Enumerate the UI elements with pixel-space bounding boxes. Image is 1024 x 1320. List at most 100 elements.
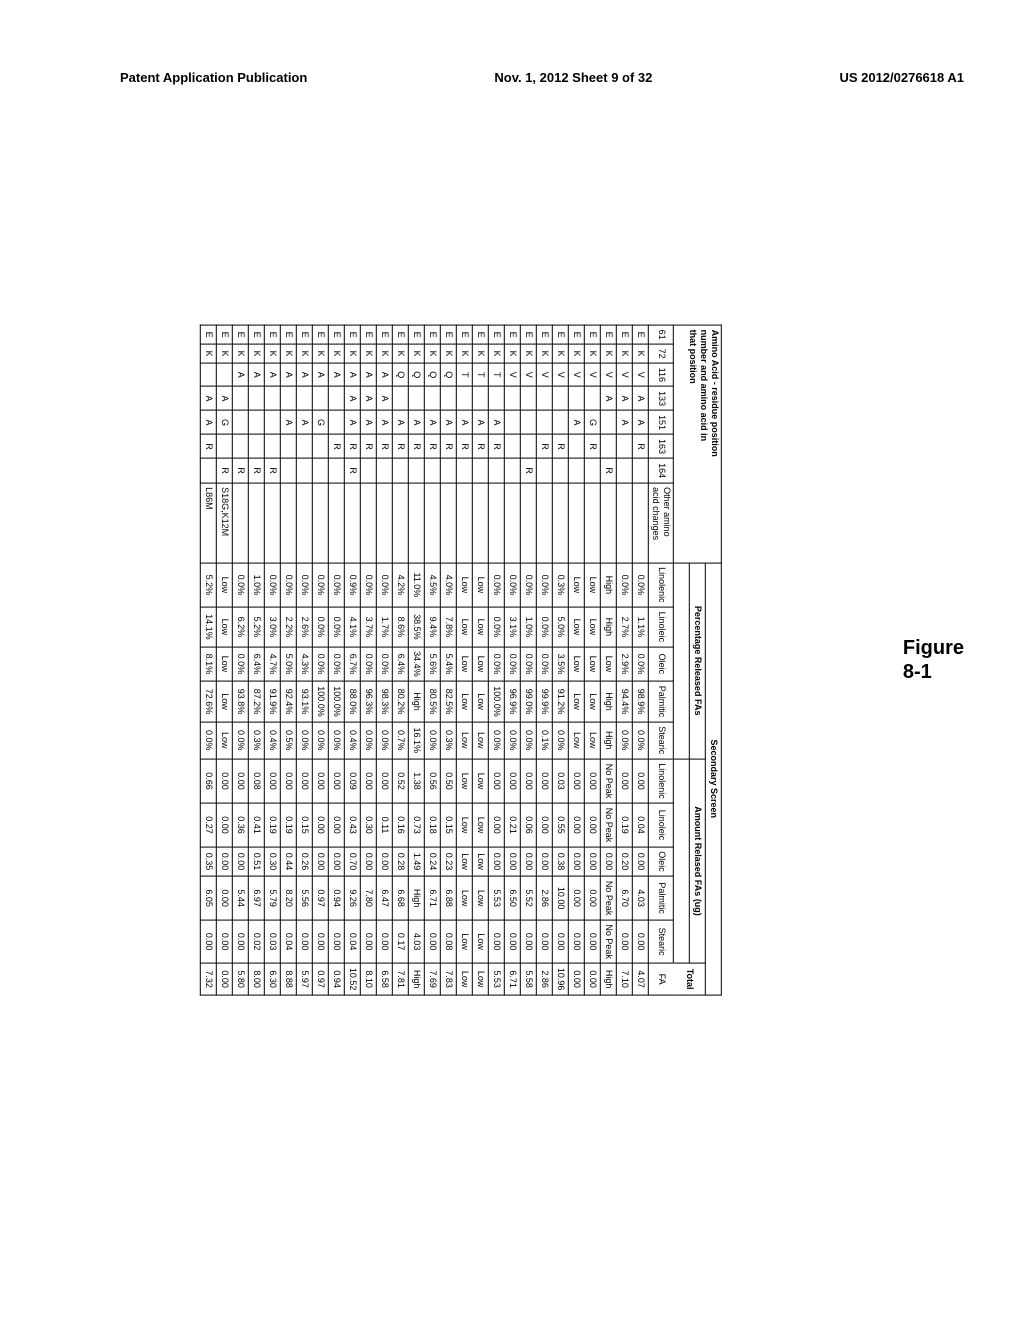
aa-cell: E	[553, 325, 569, 344]
amt-cell: 0.30	[361, 803, 377, 847]
aa-cell: Q	[409, 363, 425, 386]
pct-cell: 0.3%	[249, 722, 265, 759]
table-row: EKAAAR0.0%3.7%0.0%96.3%0.0%0.000.300.007…	[361, 325, 377, 995]
aa-cell: Q	[393, 363, 409, 386]
pct-cell: 0.0%	[505, 647, 521, 682]
pct-cell: 0.0%	[425, 722, 441, 759]
amt-cell: 0.00	[377, 759, 393, 804]
aa-cell: R	[393, 435, 409, 459]
aa-cell: R	[489, 435, 505, 459]
aa-cell: E	[457, 325, 473, 344]
pct-cell: 0.0%	[329, 607, 345, 647]
aa-cell	[585, 386, 601, 410]
table-row: EKAR0.0%0.0%0.0%100.0%0.0%0.000.000.000.…	[329, 325, 345, 995]
aa-cell: K	[537, 344, 553, 363]
amt-cell: 0.00	[489, 803, 505, 847]
pct-cell: Low	[473, 563, 489, 608]
aa-cell: R	[377, 435, 393, 459]
amt-cell: 0.15	[441, 803, 457, 847]
aa-cell: K	[249, 344, 265, 363]
aa-cell: E	[505, 325, 521, 344]
pct-cell: Low	[569, 647, 585, 682]
amt-cell: 0.00	[521, 759, 537, 804]
amt-cell: 6.70	[617, 876, 633, 920]
other-amino-cell: L86M	[201, 483, 217, 563]
amt-cell: 0.15	[297, 803, 313, 847]
other-amino-cell	[489, 483, 505, 563]
amt-cell: 0.56	[425, 759, 441, 804]
aa-cell: E	[233, 325, 249, 344]
aa-cell: A	[377, 363, 393, 386]
table-row: EKAA0.0%2.2%5.0%92.4%0.5%0.000.190.448.2…	[281, 325, 297, 995]
aa-cell	[297, 435, 313, 459]
amt-palmitic-h: Palmitic	[649, 876, 674, 920]
pct-cell: 6.4%	[393, 647, 409, 682]
aa-cell	[489, 459, 505, 483]
other-amino-cell	[521, 483, 537, 563]
total-cell: 8.00	[249, 963, 265, 995]
amt-cell: 0.26	[297, 847, 313, 877]
aa-cell: A	[617, 411, 633, 435]
total-cell: Low	[473, 963, 489, 995]
other-amino-cell	[505, 483, 521, 563]
aa-cell: K	[457, 344, 473, 363]
aa-cell: K	[377, 344, 393, 363]
aa-cell	[553, 459, 569, 483]
pct-cell: 0.0%	[489, 647, 505, 682]
pct-cell: Low	[217, 722, 233, 759]
amt-cell: 0.00	[585, 759, 601, 804]
aa-cell: E	[201, 325, 217, 344]
figure-label-line2: 8-1	[903, 660, 964, 684]
amount-header: Amount Relased FAs (ug)	[689, 759, 705, 964]
pct-cell: Low	[473, 681, 489, 722]
amt-cell: 4.03	[633, 876, 649, 920]
other-amino-cell	[601, 483, 617, 563]
table-row: EKTAR0.0%0.0%0.0%100.0%0.0%0.000.000.005…	[489, 325, 505, 995]
pct-cell: 2.9%	[617, 647, 633, 682]
amt-cell: No Peak	[601, 876, 617, 920]
amt-cell: 0.36	[233, 803, 249, 847]
pct-cell: 11.0%	[409, 563, 425, 608]
pct-cell: 72.6%	[201, 681, 217, 722]
pct-cell: 0.3%	[441, 722, 457, 759]
table-row: EKAG0.0%0.0%0.0%100.0%0.0%0.000.000.000.…	[313, 325, 329, 995]
other-amino-header: Other amino acid changes	[649, 483, 674, 563]
figure-label: Figure 8-1	[903, 636, 964, 684]
amt-cell: 0.73	[409, 803, 425, 847]
amt-cell: 7.80	[361, 876, 377, 920]
pct-cell: Low	[569, 681, 585, 722]
aa-cell: R	[473, 435, 489, 459]
amt-cell: 0.00	[537, 759, 553, 804]
aa-cell: G	[313, 411, 329, 435]
aa-cell	[569, 386, 585, 410]
pct-cell: 0.0%	[281, 563, 297, 608]
amt-cell: 0.00	[233, 759, 249, 804]
amt-cell: 0.00	[313, 803, 329, 847]
aa-cell	[553, 386, 569, 410]
aa-cell: K	[473, 344, 489, 363]
aa-cell: E	[217, 325, 233, 344]
amt-cell: 0.00	[489, 759, 505, 804]
aa-cell: T	[473, 363, 489, 386]
pct-cell: 0.0%	[489, 563, 505, 608]
table-row: EKVAAR0.0%1.1%0.0%98.9%0.0%0.000.040.004…	[633, 325, 649, 995]
aa-cell: K	[601, 344, 617, 363]
amt-cell: 0.16	[393, 803, 409, 847]
aa-cell: R	[361, 435, 377, 459]
aa-cell: E	[313, 325, 329, 344]
aa-cell	[233, 411, 249, 435]
amt-cell: 0.00	[217, 876, 233, 920]
other-amino-cell	[617, 483, 633, 563]
page-header: Patent Application Publication US 2012/0…	[120, 70, 964, 85]
amt-cell: Low	[473, 759, 489, 804]
pct-cell: Low	[457, 563, 473, 608]
aa-cell: E	[297, 325, 313, 344]
aa-cell: R	[585, 435, 601, 459]
amt-cell: 1.49	[409, 847, 425, 877]
amt-cell: 0.17	[393, 920, 409, 964]
aa-cell: E	[585, 325, 601, 344]
pct-cell: 0.0%	[617, 563, 633, 608]
other-amino-cell	[265, 483, 281, 563]
pct-cell: 14.1%	[201, 607, 217, 647]
aa-cell	[601, 435, 617, 459]
